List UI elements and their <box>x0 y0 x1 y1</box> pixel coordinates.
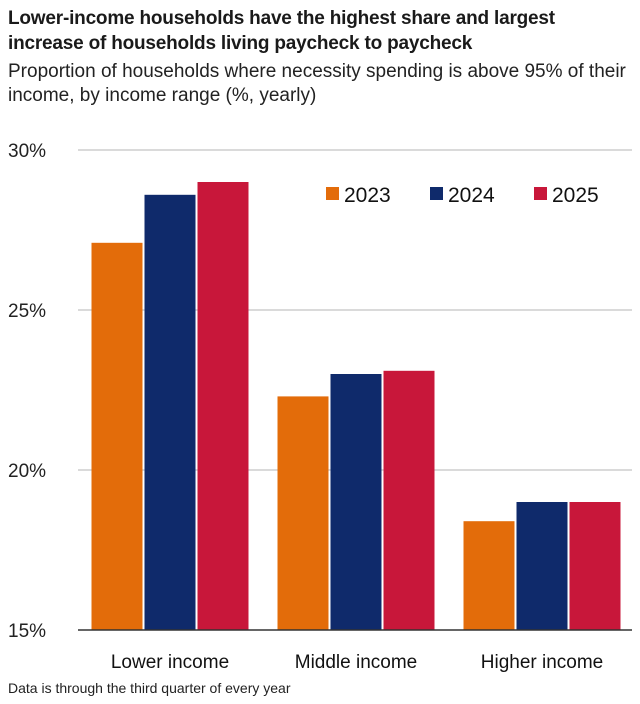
legend-swatch-2025 <box>534 187 547 200</box>
bar-higher-income-2023 <box>463 521 515 630</box>
bar-middle-income-2024 <box>330 374 382 630</box>
bars <box>91 182 621 631</box>
y-tick-label: 15% <box>8 621 46 642</box>
legend-label-2025: 2025 <box>552 184 599 207</box>
footnote: Data is through the third quarter of eve… <box>8 680 291 696</box>
legend: 2023 2024 2025 <box>326 184 599 207</box>
legend-label-2024: 2024 <box>448 184 495 207</box>
axes: 30% 25% 20% 15% Lower income Middle income Hig… <box>8 141 632 673</box>
y-tick-label: 20% <box>8 461 46 482</box>
bar-middle-income-2025 <box>383 370 435 630</box>
legend-swatch-2024 <box>430 187 443 200</box>
x-category-label: Higher income <box>481 652 604 673</box>
bar-lower-income-2025 <box>197 182 249 630</box>
bar-middle-income-2023 <box>277 396 329 630</box>
x-category-label: Lower income <box>111 652 229 673</box>
bar-higher-income-2025 <box>569 502 621 630</box>
legend-swatch-2023 <box>326 187 339 200</box>
x-category-label: Middle income <box>295 652 418 673</box>
bar-lower-income-2023 <box>91 242 143 631</box>
chart-subtitle: Proportion of households where necessity… <box>8 61 626 106</box>
legend-label-2023: 2023 <box>344 184 391 207</box>
bar-higher-income-2024 <box>516 502 568 630</box>
chart-title: Lower-income households have the highest… <box>8 8 555 54</box>
y-tick-label: 25% <box>8 301 46 322</box>
y-tick-label: 30% <box>8 141 46 162</box>
bar-lower-income-2024 <box>144 194 196 631</box>
